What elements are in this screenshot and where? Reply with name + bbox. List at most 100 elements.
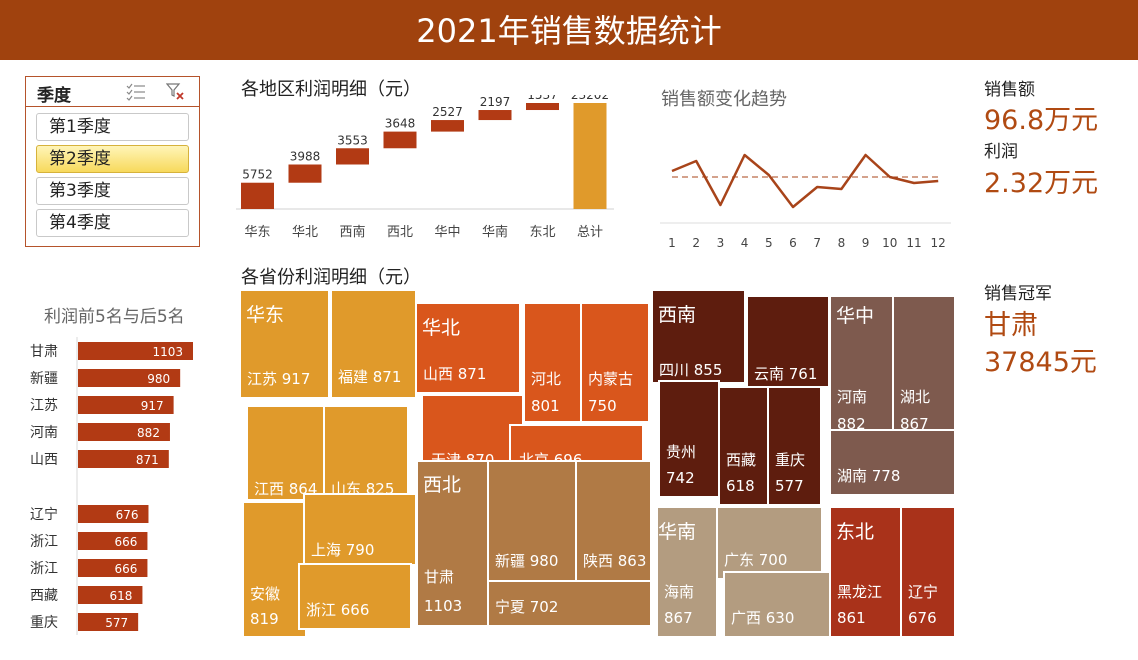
tile-label: 广西 630 (731, 609, 795, 627)
profit-value: 2.32万元 (984, 168, 1099, 199)
slicer-title: 季度 (37, 86, 71, 106)
trend-tick-label: 8 (838, 236, 846, 250)
rank-bar[interactable] (78, 613, 139, 631)
rank-bar[interactable] (78, 532, 148, 550)
tile-guangxi[interactable]: 广西 630 (723, 571, 831, 638)
tile-chongqing[interactable]: 重庆 577 (767, 386, 822, 506)
waterfall-bar[interactable] (288, 164, 322, 183)
waterfall-bar[interactable] (478, 110, 512, 121)
trend-tick-label: 6 (789, 236, 797, 250)
tile-beijing[interactable]: 北京 696 (509, 424, 644, 464)
rank-category-label: 河南 (30, 425, 58, 441)
tile-anhui[interactable]: 安徽 819 (242, 501, 307, 638)
waterfall-data-label: 5752 (242, 168, 273, 182)
tile-label: 黑龙江 (837, 583, 883, 601)
tile-hunan[interactable]: 湖南 778 (829, 429, 956, 496)
trend-tick-label: 9 (862, 236, 870, 250)
slicer-item-q4[interactable]: 第4季度 (36, 209, 189, 237)
tile-label: 江苏 917 (247, 370, 311, 388)
waterfall-data-label: 23202 (571, 95, 609, 102)
tile-tianjin[interactable]: 天津 870 (421, 394, 524, 464)
sales-value: 96.8万元 (984, 105, 1099, 136)
tile-yunnan[interactable]: 云南 761 (746, 295, 830, 388)
tile-shandong[interactable]: 山东 825 (323, 405, 409, 501)
rank-data-label: 676 (116, 508, 139, 522)
tile-shaanxi[interactable]: 陕西 863 (575, 460, 652, 583)
tile-value: 577 (775, 477, 804, 495)
tile-label: 重庆 (775, 451, 806, 469)
tile-hubei[interactable]: 湖北 867 (892, 295, 956, 435)
rank-bar[interactable] (78, 559, 148, 577)
rank-data-label: 666 (115, 535, 138, 549)
waterfall-data-label: 3988 (290, 150, 321, 164)
rank-category-label: 西藏 (30, 588, 58, 604)
champion-name: 甘肃 (984, 310, 1038, 341)
rank-bar[interactable] (78, 396, 174, 414)
rank-data-label: 871 (136, 453, 159, 467)
rank-bar[interactable] (78, 586, 143, 604)
rank-bar[interactable] (78, 450, 169, 468)
waterfall-bar[interactable] (241, 182, 274, 209)
rank-category-label: 重庆 (30, 615, 58, 631)
tile-ningxia[interactable]: 宁夏 702 (487, 580, 652, 627)
tile-guizhou[interactable]: 贵州 742 (658, 380, 720, 498)
tile-sichuan[interactable]: 四川 855 (651, 289, 746, 384)
tile-label: 山西 871 (423, 365, 487, 383)
tile-label: 福建 871 (338, 368, 402, 386)
clear-filter-icon[interactable] (165, 83, 186, 101)
treemap-title: 各省份利润明细（元） (241, 267, 421, 288)
tile-hainan[interactable]: 海南 867 (656, 506, 718, 638)
rank-bar[interactable] (78, 423, 170, 441)
tile-label: 江西 864 (254, 480, 318, 498)
tile-jiangxi[interactable]: 江西 864 (246, 405, 325, 501)
champion-label: 销售冠军 (984, 284, 1052, 304)
tile-label: 西藏 (726, 451, 757, 469)
tile-shanxi[interactable]: 山西 871 (415, 302, 521, 394)
slicer-item-q2[interactable]: 第2季度 (36, 145, 189, 173)
tile-label: 新疆 980 (495, 552, 559, 570)
tile-henan[interactable]: 河南 882 (829, 295, 894, 435)
slicer-item-q1[interactable]: 第1季度 (36, 113, 189, 141)
waterfall-bar[interactable] (431, 120, 464, 132)
waterfall-data-label: 2197 (480, 95, 511, 109)
waterfall-bar[interactable] (573, 103, 607, 209)
tile-value: 861 (837, 609, 866, 627)
multi-select-icon[interactable] (126, 83, 146, 101)
tile-heilongjiang[interactable]: 黑龙江 861 (829, 506, 902, 638)
tile-jiangsu[interactable]: 江苏 917 (239, 289, 330, 399)
trend-tick-label: 10 (882, 236, 897, 250)
waterfall-tick-label: 华南 (482, 224, 508, 240)
waterfall-bar[interactable] (383, 131, 417, 149)
tile-liaoning[interactable]: 辽宁 676 (900, 506, 956, 638)
waterfall-data-label: 2527 (432, 105, 463, 119)
tile-label: 四川 855 (659, 361, 723, 379)
waterfall-tick-label: 西南 (339, 224, 365, 240)
tile-xizang[interactable]: 西藏 618 (718, 386, 769, 506)
tile-xinjiang[interactable]: 新疆 980 (487, 460, 578, 583)
group-title-east: 华东 (246, 304, 285, 326)
waterfall-bar[interactable] (336, 148, 369, 165)
tile-gansu[interactable]: 甘肃 1103 (416, 460, 489, 627)
tile-label: 上海 790 (311, 541, 375, 559)
tile-fujian[interactable]: 福建 871 (330, 289, 417, 399)
tile-label: 湖北 (900, 388, 931, 406)
slicer-item-q3[interactable]: 第3季度 (36, 177, 189, 205)
tile-guangdong[interactable]: 广东 700 (716, 506, 823, 580)
waterfall-tick-label: 西北 (387, 225, 413, 240)
waterfall-bar[interactable] (526, 103, 559, 111)
tile-shanghai[interactable]: 上海 790 (303, 493, 417, 566)
trend-series-line[interactable] (671, 153, 939, 209)
tile-label: 山东 825 (331, 480, 395, 498)
rank-data-label: 666 (115, 562, 138, 576)
rank-bar[interactable] (78, 342, 193, 360)
rank-category-label: 山西 (30, 452, 58, 468)
rank-bar[interactable] (78, 369, 181, 387)
rank-category-label: 江苏 (30, 398, 58, 414)
tile-zhejiang[interactable]: 浙江 666 (298, 563, 412, 630)
group-title-central: 华中 (836, 305, 875, 327)
tile-neimenggu[interactable]: 内蒙古 750 (580, 302, 650, 423)
rank-bar[interactable] (78, 505, 149, 523)
tile-hebei[interactable]: 河北 801 (523, 302, 583, 423)
waterfall-data-label: 1537 (527, 95, 558, 102)
quarter-slicer[interactable]: 季度 第1季度 第2季度 第3季度 第4季度 (25, 76, 200, 247)
